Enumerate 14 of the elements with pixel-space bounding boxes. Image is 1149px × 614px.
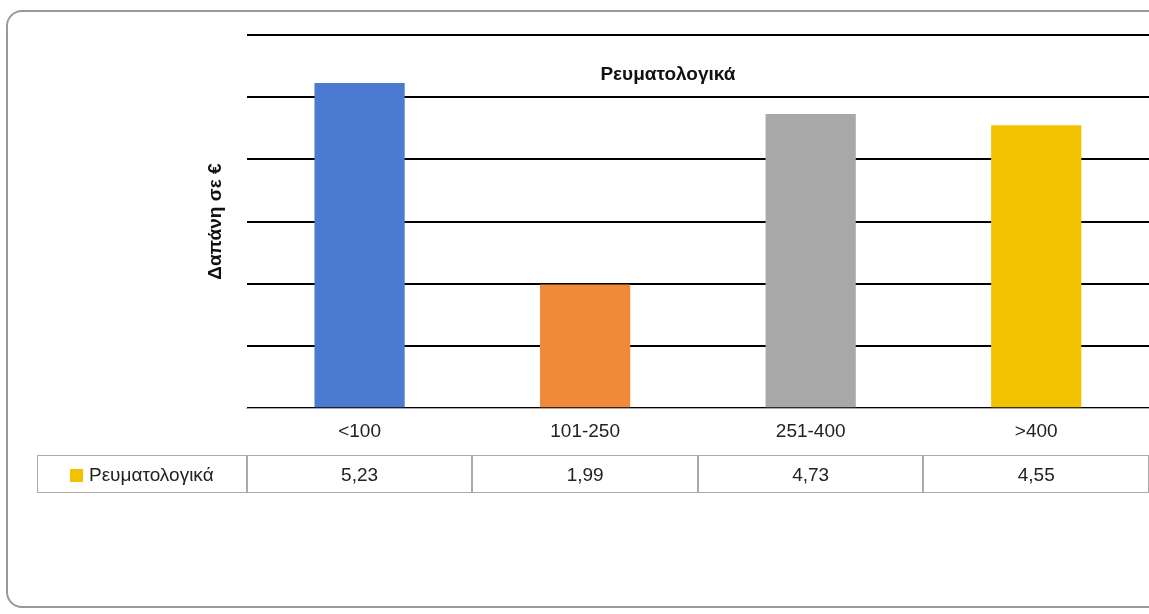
legend-label: Ρευματολογικά: [36, 455, 247, 493]
x-tick-label: 101-250: [550, 419, 620, 441]
data-label: 4,73: [697, 455, 924, 493]
bar: [540, 284, 631, 408]
bar: [314, 82, 405, 408]
data-label: 4,55: [923, 455, 1149, 493]
data-label: 5,23: [246, 455, 473, 493]
x-tick-label: >400: [1014, 419, 1058, 441]
bar: [991, 125, 1082, 408]
data-label: 1,99: [472, 455, 698, 493]
y-axis-title: Δαπάνη σε €: [203, 163, 225, 280]
text: Ρευματολογικά: [600, 63, 736, 85]
x-tick-label: 251-400: [775, 419, 846, 441]
x-tick-label: <100: [338, 419, 381, 441]
